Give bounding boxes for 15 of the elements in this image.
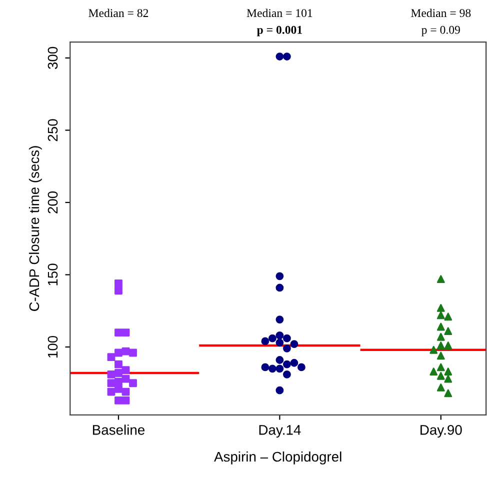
x-tick-label: Baseline bbox=[92, 424, 145, 435]
y-axis-title: C-ADP Closure time (secs) bbox=[28, 146, 42, 311]
text: Median = 101 bbox=[246, 8, 312, 18]
text: p = 0.09 bbox=[422, 26, 460, 36]
y-tick-label: 150 bbox=[48, 264, 58, 286]
text: Median = 82 bbox=[88, 8, 148, 18]
text: p = 0.001 bbox=[256, 26, 302, 36]
y-tick-label: 250 bbox=[48, 119, 58, 142]
x-tick-label: Day.90 bbox=[420, 424, 462, 438]
y-tick-label: 300 bbox=[48, 46, 58, 70]
y-tick-label: 200 bbox=[48, 191, 58, 214]
x-tick-label: Day.14 bbox=[259, 425, 301, 438]
y-tick-label: 100 bbox=[48, 336, 58, 358]
x-axis-title: Aspirin – Clopidogrel bbox=[214, 451, 342, 464]
text: Median = 98 bbox=[411, 8, 471, 18]
